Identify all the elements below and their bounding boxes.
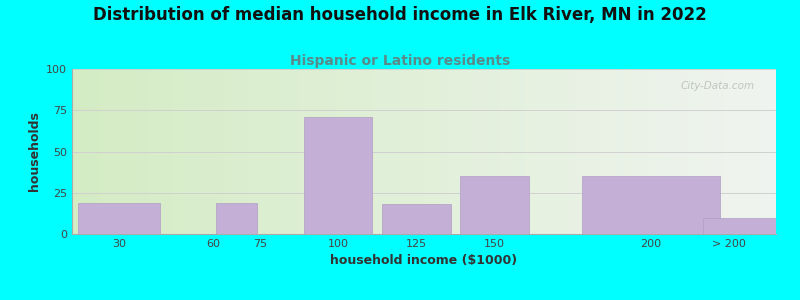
Bar [78, 203, 160, 234]
X-axis label: household income ($1000): household income ($1000) [330, 254, 518, 267]
Bar [460, 176, 529, 234]
Bar [382, 204, 450, 234]
Bar [703, 218, 786, 234]
Text: City-Data.com: City-Data.com [681, 80, 755, 91]
Bar [582, 176, 720, 234]
Bar [216, 203, 257, 234]
Y-axis label: households: households [27, 112, 41, 191]
Text: Hispanic or Latino residents: Hispanic or Latino residents [290, 54, 510, 68]
Text: Distribution of median household income in Elk River, MN in 2022: Distribution of median household income … [93, 6, 707, 24]
Bar [303, 117, 372, 234]
